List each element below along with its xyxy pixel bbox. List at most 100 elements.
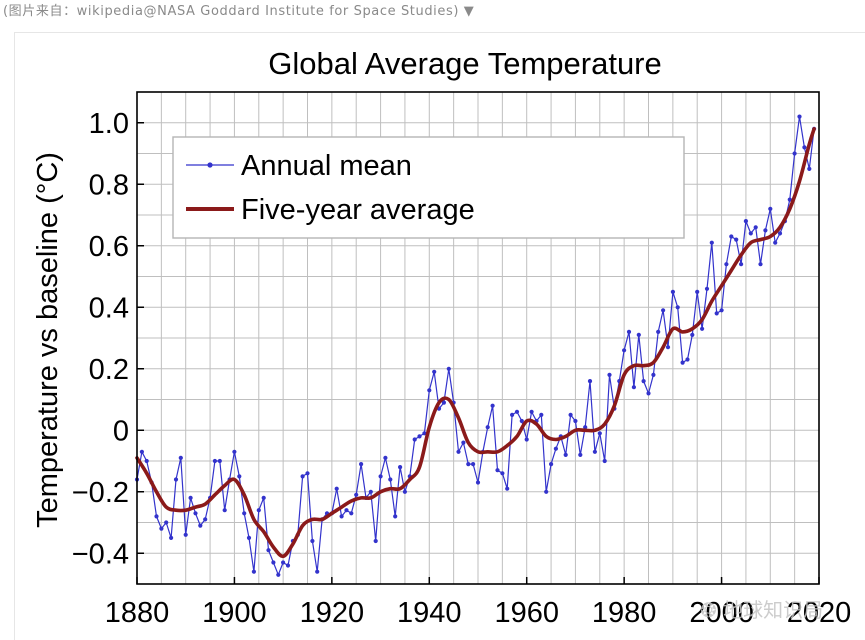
x-tick-label: 1920 bbox=[300, 597, 365, 629]
five-year-average-line bbox=[135, 127, 816, 559]
annual-mean-point bbox=[256, 508, 261, 513]
annual-mean-point bbox=[568, 412, 573, 417]
y-tick-label: 0.2 bbox=[89, 354, 129, 386]
annual-mean-point bbox=[188, 495, 193, 500]
annual-mean-point bbox=[768, 206, 773, 211]
annual-mean-point bbox=[383, 455, 388, 460]
x-tick-label: 2020 bbox=[787, 597, 852, 629]
annual-mean-point bbox=[349, 511, 354, 516]
annual-mean-point bbox=[281, 560, 286, 565]
annual-mean-point bbox=[685, 357, 690, 362]
annual-mean-point bbox=[339, 514, 344, 519]
annual-mean-point bbox=[622, 348, 627, 353]
annual-mean-point bbox=[636, 332, 641, 337]
annual-mean-point bbox=[529, 409, 534, 414]
annual-mean-point bbox=[539, 412, 544, 417]
annual-mean-point bbox=[544, 489, 549, 494]
annual-mean-point bbox=[607, 372, 612, 377]
chart-title: Global Average Temperature bbox=[268, 46, 662, 81]
annual-mean-point bbox=[373, 538, 378, 544]
annual-mean-point bbox=[597, 431, 602, 436]
annual-mean-point bbox=[748, 231, 753, 236]
annual-mean-point bbox=[466, 462, 471, 467]
annual-mean-point bbox=[169, 535, 174, 541]
annual-mean-point bbox=[432, 369, 437, 374]
annual-mean-point bbox=[724, 262, 729, 267]
annual-mean-point bbox=[359, 462, 364, 467]
annual-mean-point bbox=[787, 197, 792, 202]
annual-mean-point bbox=[802, 145, 807, 150]
annual-mean-point bbox=[246, 535, 252, 541]
annual-mean-point bbox=[592, 449, 598, 454]
annual-mean-point bbox=[500, 471, 505, 476]
annual-mean-point bbox=[422, 431, 427, 436]
annual-mean-point bbox=[441, 400, 446, 405]
annual-mean-point bbox=[651, 372, 656, 377]
annual-mean-point bbox=[154, 514, 159, 519]
x-tick-label: 1900 bbox=[202, 597, 267, 629]
legend-annual-marker bbox=[207, 162, 213, 168]
annual-mean-point bbox=[729, 234, 734, 239]
annual-mean-point bbox=[398, 465, 403, 470]
legend-box bbox=[172, 136, 685, 239]
five-year-average-series bbox=[135, 127, 816, 559]
annual-mean-point bbox=[251, 569, 256, 574]
annual-mean-point bbox=[773, 240, 778, 245]
annual-mean-point bbox=[524, 437, 529, 442]
y-tick-label: 0 bbox=[113, 415, 129, 447]
caption-text: (图片来自：wikipedia@NASA Goddard Institute f… bbox=[3, 4, 460, 19]
annual-mean-point bbox=[743, 219, 749, 224]
annual-mean-point bbox=[758, 262, 763, 267]
annual-mean-point bbox=[193, 511, 198, 516]
x-tick-label: 2000 bbox=[689, 597, 754, 629]
annual-mean-point bbox=[739, 262, 744, 267]
chart-card bbox=[14, 32, 865, 640]
annual-mean-point bbox=[695, 289, 700, 294]
x-axis: 1880 1900 1920 1940 1960 1980 2000 2020 bbox=[105, 577, 852, 629]
annual-mean-point bbox=[217, 458, 222, 464]
annual-mean-point bbox=[583, 425, 588, 430]
annual-mean-point bbox=[514, 409, 520, 414]
annual-mean-point bbox=[807, 166, 812, 171]
annual-mean-point bbox=[354, 492, 359, 497]
annual-mean-point bbox=[792, 151, 797, 156]
x-tick-label: 1980 bbox=[592, 597, 657, 629]
annual-mean-point bbox=[549, 462, 554, 467]
y-tick-label: 0.8 bbox=[89, 169, 129, 201]
annual-mean-point bbox=[402, 489, 407, 494]
annual-mean-point bbox=[471, 462, 476, 467]
annual-mean-point bbox=[378, 474, 383, 479]
annual-mean-point bbox=[305, 471, 310, 476]
annual-mean-point bbox=[670, 289, 676, 294]
plot-frame bbox=[136, 91, 820, 585]
annual-mean-point bbox=[203, 517, 208, 522]
annual-mean-point bbox=[661, 308, 666, 313]
image-source-caption: (图片来自：wikipedia@NASA Goddard Institute f… bbox=[3, 0, 474, 19]
annual-mean-point bbox=[427, 388, 432, 393]
annual-mean-point bbox=[573, 418, 578, 424]
annual-mean-point bbox=[164, 520, 169, 525]
x-tick-label: 1940 bbox=[397, 597, 462, 629]
annual-mean-point bbox=[388, 477, 393, 482]
y-tick-label: 1.0 bbox=[89, 108, 129, 140]
annual-mean-point bbox=[300, 474, 305, 479]
x-tick-label: 1880 bbox=[105, 597, 170, 629]
annual-mean-point bbox=[315, 569, 320, 574]
annual-mean-point bbox=[505, 486, 510, 491]
annual-mean-point bbox=[412, 437, 417, 442]
y-tick-label: 0.6 bbox=[89, 231, 129, 263]
annual-mean-point bbox=[198, 523, 203, 528]
annual-mean-point bbox=[456, 449, 461, 454]
annual-mean-point bbox=[368, 489, 373, 494]
y-axis: −0.4 −0.2 0 0.2 0.4 0.6 0.8 1.0 bbox=[72, 108, 144, 570]
annual-mean-point bbox=[578, 452, 583, 457]
annual-mean-point bbox=[641, 379, 646, 384]
legend-annual-label: Annual mean bbox=[241, 150, 412, 182]
annual-mean-point bbox=[704, 286, 710, 291]
triangle-down-icon[interactable]: ▼ bbox=[463, 4, 475, 19]
annual-mean-point bbox=[212, 458, 217, 464]
annual-mean-point bbox=[777, 231, 783, 236]
annual-mean-point bbox=[310, 538, 315, 544]
annual-mean-point bbox=[173, 477, 179, 482]
